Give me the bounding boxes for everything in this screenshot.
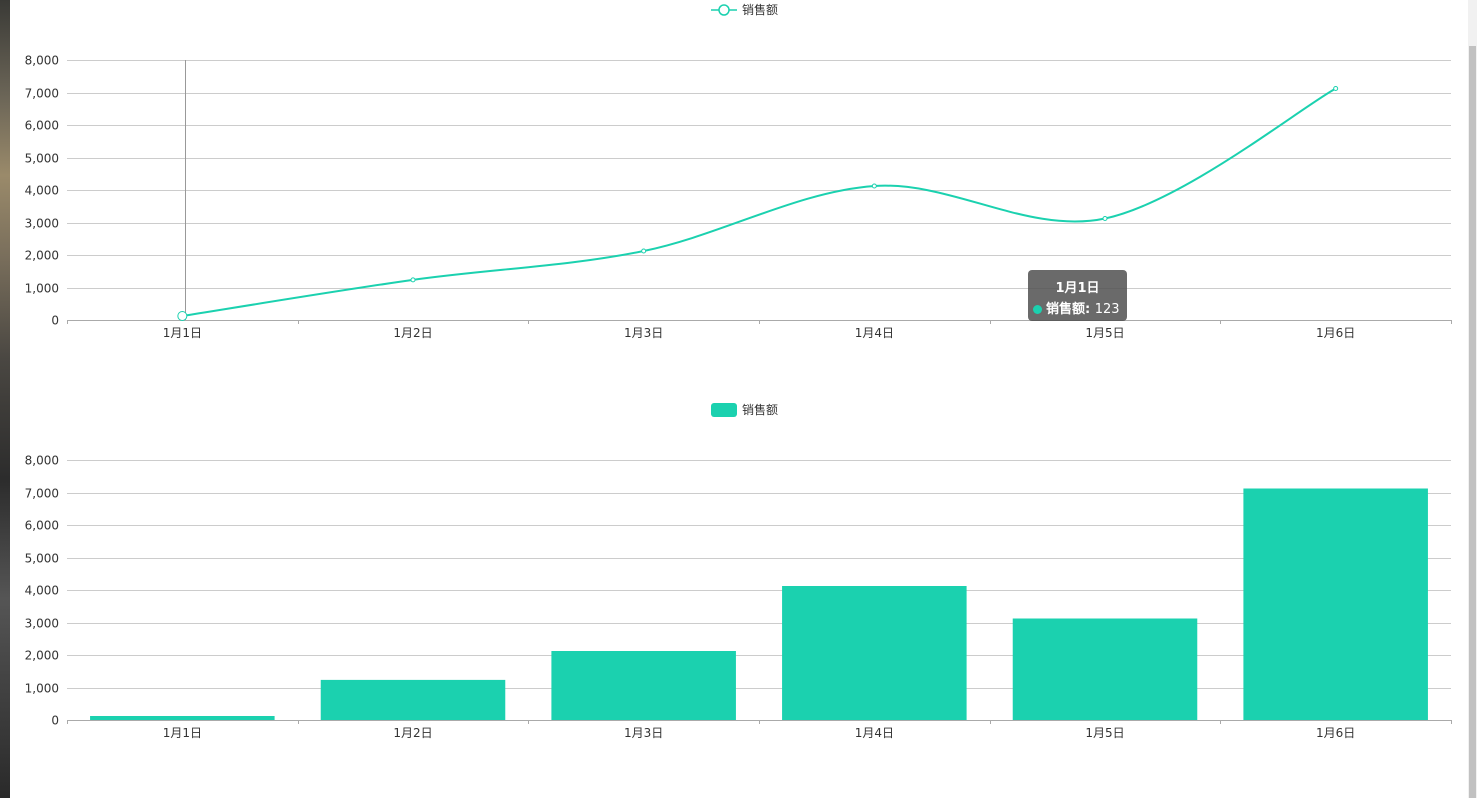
y-tick-label: 5,000 [25,152,59,166]
bar [90,716,275,720]
legend-1: 销售额 [711,402,778,417]
y-tick-label: 1,000 [25,282,59,296]
data-point [641,248,647,254]
x-tick-label: 1月1日 [163,726,202,740]
chart-tooltip: 1月1日 销售额: 123 [1028,270,1127,321]
data-point [410,277,416,283]
desktop-background-strip [0,0,10,798]
y-tick-label: 6,000 [25,519,59,533]
tooltip-series-name: 销售额 [1046,302,1086,317]
y-tick-label: 0 [51,314,59,328]
data-point [1102,216,1108,222]
y-tick-label: 3,000 [25,217,59,231]
y-tick-label: 8,000 [25,54,59,68]
bar [1243,488,1428,720]
y-tick-label: 7,000 [25,487,59,501]
y-tick-label: 6,000 [25,119,59,133]
tooltip-row: 销售额: 123 [1033,298,1120,317]
data-point [1333,86,1339,92]
y-tick-label: 5,000 [25,552,59,566]
data-point [177,311,188,322]
y-tick-label: 4,000 [25,584,59,598]
series-line [182,87,1337,317]
y-tick-label: 2,000 [25,649,59,663]
line-chart: 销售额 0 1,000 2,000 3,000 4,000 5,000 6,000 7,000 8… [25,2,1452,340]
x-tick-label: 1月6日 [1316,726,1355,740]
y-tick-label: 0 [51,714,59,728]
x-tick-label: 1月3日 [624,326,663,340]
legend-0: 销售额 [711,2,778,17]
x-tick-label: 1月2日 [393,726,432,740]
tooltip-series-dot [1033,305,1042,314]
x-tick-label: 1月4日 [855,326,894,340]
y-tick-label: 7,000 [25,87,59,101]
tooltip-value: 123 [1094,302,1120,317]
legend-marker-icon [718,4,730,16]
y-tick-label: 1,000 [25,682,59,696]
scrollbar-thumb[interactable] [1469,46,1476,798]
x-tick-label: 1月5日 [1085,726,1124,740]
x-tick-label: 1月6日 [1316,326,1355,340]
x-tick-label: 1月2日 [393,326,432,340]
x-tick-label: 1月1日 [163,326,202,340]
x-tick-label: 1月3日 [624,726,663,740]
bar [320,679,506,720]
bar [551,651,736,720]
bar [782,586,967,720]
y-tick-label: 2,000 [25,249,59,263]
y-tick-label: 3,000 [25,617,59,631]
legend-label: 销售额 [742,2,778,17]
bar-chart: 销售额 0 1,000 2,000 3,000 4,000 5,000 6,000 7,000 8… [25,402,1452,740]
y-tick-label: 4,000 [25,184,59,198]
legend-label: 销售额 [742,402,778,417]
x-tick-label: 1月4日 [855,726,894,740]
x-tick-label: 1月5日 [1085,326,1124,340]
bar [1012,618,1198,720]
vertical-scrollbar[interactable] [1468,0,1477,798]
tooltip-title: 1月1日 [1055,281,1100,296]
legend-swatch-icon [711,403,737,417]
data-point [871,183,877,189]
y-tick-label: 8,000 [25,454,59,468]
